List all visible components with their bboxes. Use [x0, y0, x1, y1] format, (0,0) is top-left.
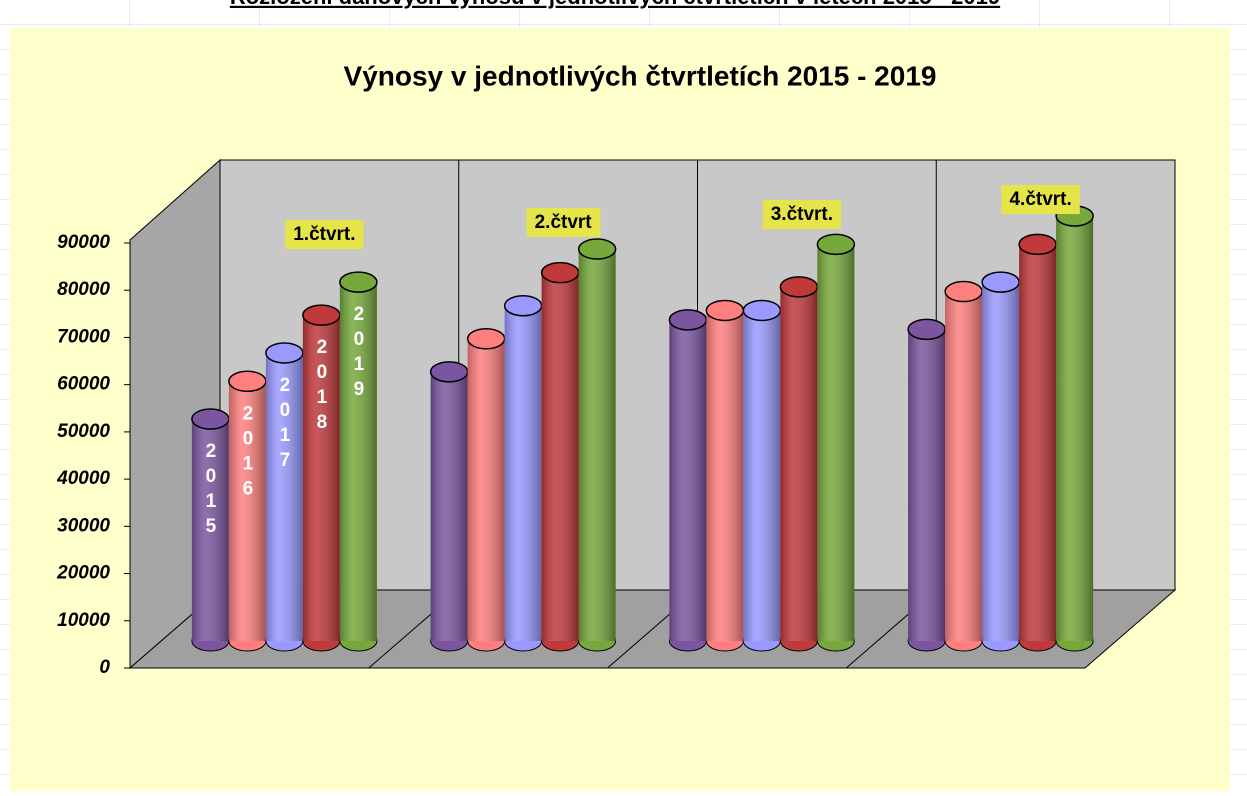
category-label-box	[526, 208, 601, 238]
y-tick-label: 10000	[57, 610, 110, 631]
cylinder-cap	[191, 408, 230, 430]
cylinder-shade	[578, 249, 616, 642]
cylinder-shade	[541, 272, 579, 641]
cylinder-shade	[706, 310, 744, 641]
cylinder-cap	[466, 328, 506, 350]
cylinder-cap	[816, 233, 856, 256]
cylinder-shade	[430, 371, 468, 641]
cylinder-cap	[577, 238, 617, 260]
cylinder-cap	[429, 361, 469, 383]
series-label: 2015	[200, 441, 221, 541]
y-tick-label: 0	[99, 657, 110, 678]
cylinder-shade	[780, 286, 818, 641]
y-tick-label: 30000	[57, 515, 110, 536]
cylinder-cap	[339, 271, 378, 293]
cylinder-shade	[908, 329, 946, 641]
cylinder-cap	[265, 342, 304, 364]
cylinder-shade	[669, 319, 707, 641]
cylinder-shade	[743, 310, 781, 641]
cylinder-shade	[339, 282, 377, 641]
category-label-box	[1001, 185, 1080, 215]
y-tick-label: 90000	[57, 232, 110, 253]
cylinder-shade	[1019, 244, 1057, 642]
cylinder-shade	[982, 282, 1020, 641]
series-label: 2019	[348, 304, 369, 404]
series-label: 2016	[237, 403, 258, 503]
category-label: 4.čtvrt.	[1009, 189, 1071, 210]
cylinder-cap	[742, 299, 782, 322]
y-tick-label: 70000	[57, 326, 110, 347]
category-label: 2.čtvrt	[535, 212, 593, 233]
cylinder-shade	[945, 291, 983, 641]
cylinder-shade	[228, 381, 266, 641]
cylinder-cap	[907, 318, 946, 341]
cylinder-shade	[265, 352, 303, 641]
cylinder-shade	[504, 305, 542, 641]
cylinder-cap	[540, 261, 580, 284]
cylinder-shade	[191, 419, 229, 641]
cylinder-cap	[503, 294, 543, 317]
chart-title: Výnosy v jednotlivých čtvrtletích 2015 -…	[344, 60, 937, 91]
cylinder-cap	[981, 271, 1020, 293]
category-label-box	[285, 220, 364, 250]
cylinder-cap	[1018, 233, 1057, 256]
y-tick-label: 50000	[57, 421, 110, 442]
cylinder-cap	[944, 280, 983, 303]
cylinder-cap	[302, 304, 341, 326]
cylinder-shade	[1056, 216, 1094, 641]
cylinder-shade	[817, 244, 855, 642]
y-tick-label: 40000	[56, 468, 110, 489]
category-label: 1.čtvrt.	[293, 224, 355, 245]
cylinder-shade	[302, 315, 340, 641]
cylinder-cap	[779, 276, 819, 298]
y-tick-label: 80000	[57, 279, 110, 300]
cylinder-shade	[467, 338, 505, 641]
category-label-box	[762, 200, 842, 230]
series-label: 2018	[311, 337, 332, 437]
sheet-title: Rozložení daňových výnosů v jednotlivých…	[230, 0, 1000, 9]
y-tick-label: 60000	[57, 374, 110, 395]
cylinder-cap	[668, 309, 708, 331]
category-label: 3.čtvrt.	[771, 204, 833, 225]
y-tick-label: 20000	[56, 563, 110, 584]
cylinder-cap	[228, 370, 267, 393]
cylinder-cap	[705, 299, 745, 322]
series-label: 2017	[274, 375, 295, 475]
